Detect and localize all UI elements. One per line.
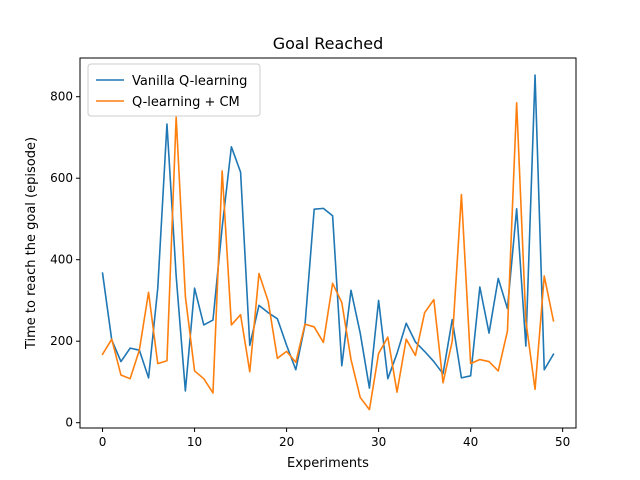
y-tick-label: 200 [50,334,73,348]
series-line-q-learning-cm [101,102,555,411]
x-tick-label: 50 [555,435,570,449]
x-axis-label: Experiments [287,456,369,471]
y-tick-label: 600 [50,171,73,185]
series-line-vanilla-q-learning [101,74,555,392]
legend-box [87,63,261,117]
series-layer [101,74,555,411]
legend-label-q-learning-cm: Q-learning + CM [132,95,240,110]
y-tick-label: 0 [65,416,73,430]
x-tick-label: 30 [371,435,386,449]
x-axis: 0 10 20 30 40 50 [99,428,570,449]
y-tick-label: 400 [50,253,73,267]
x-tick-label: 10 [187,435,202,449]
x-tick-label: 20 [279,435,294,449]
x-tick-label: 40 [463,435,478,449]
plot-frame [79,57,577,429]
chart-title: Goal Reached [273,34,384,53]
x-tick-label: 0 [99,435,107,449]
y-axis-label: Time to reach the goal (episode) [24,137,39,350]
y-tick-label: 800 [50,90,73,104]
legend: Vanilla Q-learning Q-learning + CM [87,63,261,117]
legend-label-vanilla-q-learning: Vanilla Q-learning [132,74,247,89]
y-axis: 0 200 400 600 800 [50,90,80,430]
